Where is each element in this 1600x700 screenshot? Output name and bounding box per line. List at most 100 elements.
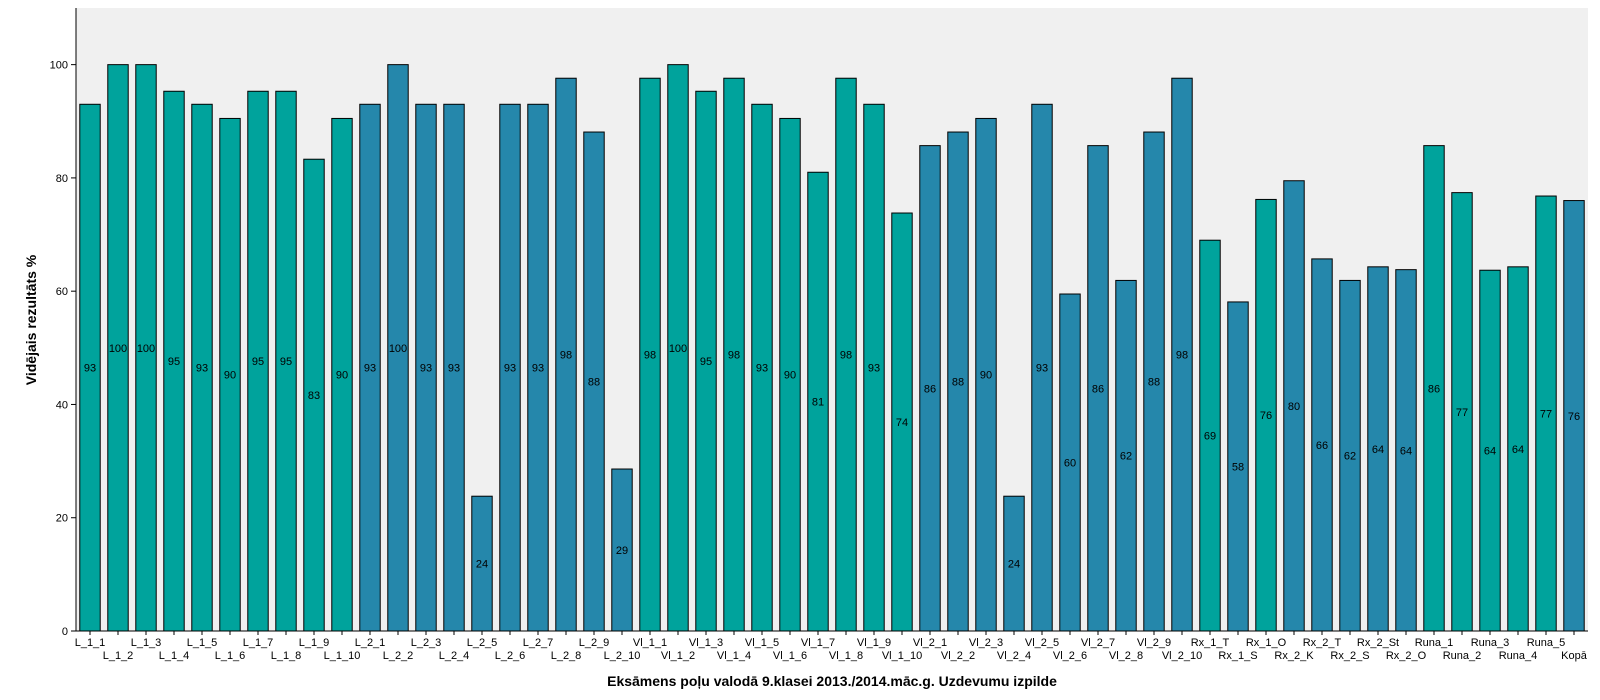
- data-label-L_1_2: 100: [109, 343, 127, 355]
- x-tick-label-Vl_2_2: Vl_2_2: [941, 650, 975, 662]
- bar-L_1_3: [135, 64, 157, 632]
- data-label-L_1_5: 93: [196, 363, 208, 375]
- x-tick-label-Vl_2_1: Vl_2_1: [913, 637, 947, 649]
- bar-Runa_5: [1535, 195, 1557, 632]
- bar-Vl_2_5: [1031, 103, 1053, 632]
- data-labels-group: 93 100 100 95 93 90 95 95 83 90 93 100 93 93 24 93 93 98 8…: [84, 343, 1580, 571]
- bar-L_2_5: [471, 495, 493, 632]
- x-tick-label-Vl_1_7: Vl_1_7: [801, 637, 835, 649]
- bar-Rx_2_O: [1395, 269, 1417, 632]
- x-tick-label-Runa_4: Runa_4: [1499, 650, 1538, 662]
- x-tick-label-Vl_1_4: Vl_1_4: [717, 650, 751, 662]
- x-tick-label-Vl_2_3: Vl_2_3: [969, 637, 1003, 649]
- data-label-L_2_1: 93: [364, 363, 376, 375]
- x-tick-label-L_1_1: L_1_1: [75, 637, 106, 649]
- data-label-L_1_7: 95: [252, 356, 264, 368]
- x-tick-label-Vl_1_10: Vl_1_10: [882, 650, 922, 662]
- data-label-L_2_3: 93: [420, 363, 432, 375]
- data-label-Vl_1_7: 81: [812, 397, 824, 409]
- bar-Vl_2_8: [1115, 279, 1137, 632]
- x-tick-label-Rx_2_St: Rx_2_St: [1357, 637, 1399, 649]
- x-tick-label-Vl_2_8: Vl_2_8: [1109, 650, 1143, 662]
- data-label-L_2_5: 24: [476, 559, 488, 571]
- data-label-L_1_10: 90: [336, 370, 348, 382]
- bar-Vl_1_2: [667, 64, 689, 632]
- x-tick-label-Runa_1: Runa_1: [1415, 637, 1454, 649]
- bar-L_2_9: [583, 131, 605, 632]
- data-label-Vl_1_2: 100: [669, 343, 687, 355]
- y-tick-label-4: 80: [56, 173, 68, 185]
- data-label-Vl_2_4: 24: [1008, 559, 1020, 571]
- bar-Runa_3: [1479, 269, 1501, 632]
- bar-L_2_1: [359, 103, 381, 632]
- bar-Vl_2_3: [975, 117, 997, 632]
- y-tick-label-5: 100: [50, 60, 68, 72]
- x-axis-title: Eksāmens poļu valodā 9.klasei 2013./2014…: [607, 673, 1057, 689]
- data-label-L_1_8: 95: [280, 356, 292, 368]
- bar-Rx_2_St: [1367, 266, 1389, 632]
- bar-L_1_7: [247, 90, 269, 632]
- data-label-L_2_6: 93: [504, 363, 516, 375]
- x-tick-label-Rx_1_O: Rx_1_O: [1246, 637, 1287, 649]
- bar-Vl_1_7: [807, 171, 829, 632]
- bar-L_2_10: [611, 468, 633, 632]
- data-label-L_1_9: 83: [308, 390, 320, 402]
- x-tick-label-L_2_5: L_2_5: [467, 637, 498, 649]
- data-label-Vl_2_1: 86: [924, 383, 936, 395]
- x-tick-label-Vl_2_7: Vl_2_7: [1081, 637, 1115, 649]
- plot-area: [76, 8, 1588, 631]
- y-axis: 0 20 40 60 80 100: [50, 8, 77, 638]
- data-label-Runa_5: 77: [1540, 409, 1552, 421]
- x-tick-label-Vl_2_9: Vl_2_9: [1137, 637, 1171, 649]
- x-tick-label-Vl_2_6: Vl_2_6: [1053, 650, 1087, 662]
- x-tick-label-Runa_3: Runa_3: [1471, 637, 1510, 649]
- x-tick-label-Vl_1_1: Vl_1_1: [633, 637, 667, 649]
- y-tick-label-0: 0: [62, 626, 68, 638]
- x-tick-label-Rx_2_S: Rx_2_S: [1330, 650, 1369, 662]
- data-label-L_1_4: 95: [168, 356, 180, 368]
- data-label-L_1_1: 93: [84, 363, 96, 375]
- bar-L_1_9: [303, 158, 325, 632]
- bar-Rx_1_S: [1227, 301, 1249, 632]
- data-label-Vl_2_2: 88: [952, 377, 964, 389]
- data-label-Rx_1_S: 58: [1232, 461, 1244, 473]
- x-tick-label-Vl_1_2: Vl_1_2: [661, 650, 695, 662]
- bar-Vl_2_1: [919, 145, 941, 632]
- x-tick-label-L_2_9: L_2_9: [579, 637, 610, 649]
- data-label-Vl_2_3: 90: [980, 370, 992, 382]
- x-tick-label-L_1_10: L_1_10: [324, 650, 361, 662]
- bar-Vl_1_10: [891, 212, 913, 632]
- bar-Vl_1_3: [695, 90, 717, 632]
- data-label-L_1_6: 90: [224, 370, 236, 382]
- data-label-Runa_1: 86: [1428, 383, 1440, 395]
- data-label-Rx_2_T: 66: [1316, 440, 1328, 452]
- data-label-Vl_1_6: 90: [784, 370, 796, 382]
- data-label-L_2_8: 98: [560, 350, 572, 362]
- bar-Vl_2_7: [1087, 145, 1109, 632]
- x-tick-label-L_2_1: L_2_1: [355, 637, 386, 649]
- data-label-Vl_2_8: 62: [1120, 451, 1132, 463]
- x-tick-label-Runa_2: Runa_2: [1443, 650, 1482, 662]
- x-tick-label-L_1_3: L_1_3: [131, 637, 162, 649]
- data-label-L_1_3: 100: [137, 343, 155, 355]
- y-tick-label-2: 40: [56, 399, 68, 411]
- data-label-L_2_2: 100: [389, 343, 407, 355]
- x-tick-label-Vl_1_5: Vl_1_5: [745, 637, 779, 649]
- x-tick-label-L_1_4: L_1_4: [159, 650, 190, 662]
- x-tick-label-Vl_1_9: Vl_1_9: [857, 637, 891, 649]
- bar-Vl_2_10: [1171, 77, 1193, 632]
- x-tick-label-Rx_2_T: Rx_2_T: [1303, 637, 1342, 649]
- x-tick-label-L_1_5: L_1_5: [187, 637, 218, 649]
- data-label-L_2_10: 29: [616, 545, 628, 557]
- x-tick-label-L_1_7: L_1_7: [243, 637, 274, 649]
- x-tick-label-L_1_2: L_1_2: [103, 650, 134, 662]
- y-tick-label-1: 20: [56, 513, 68, 525]
- bar-L_2_4: [443, 103, 465, 632]
- bar-Vl_2_4: [1003, 495, 1025, 632]
- bar-Vl_1_1: [639, 77, 661, 632]
- x-tick-label-L_2_3: L_2_3: [411, 637, 442, 649]
- bar-Vl_1_5: [751, 103, 773, 632]
- x-tick-label-Kopā: Kopā: [1561, 650, 1588, 662]
- x-tick-label-L_2_6: L_2_6: [495, 650, 526, 662]
